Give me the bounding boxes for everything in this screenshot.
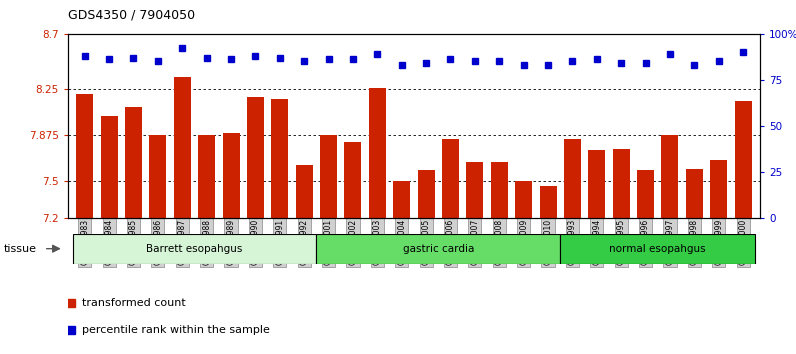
- Bar: [466, 162, 483, 218]
- Bar: [174, 76, 191, 218]
- Bar: [637, 170, 654, 218]
- Bar: [613, 149, 630, 218]
- Bar: [588, 150, 605, 218]
- FancyBboxPatch shape: [316, 234, 560, 264]
- Bar: [490, 162, 508, 218]
- Bar: [247, 97, 264, 218]
- Text: GDS4350 / 7904050: GDS4350 / 7904050: [68, 9, 195, 22]
- Text: gastric cardia: gastric cardia: [403, 244, 474, 254]
- Bar: [125, 107, 142, 218]
- Bar: [345, 142, 361, 218]
- Bar: [198, 136, 215, 218]
- Bar: [661, 136, 678, 218]
- Bar: [735, 101, 751, 218]
- Bar: [100, 116, 118, 218]
- FancyBboxPatch shape: [560, 234, 755, 264]
- Bar: [150, 136, 166, 218]
- Bar: [564, 139, 581, 218]
- Text: transformed count: transformed count: [81, 298, 185, 308]
- Bar: [515, 181, 533, 218]
- Bar: [320, 136, 338, 218]
- Bar: [271, 99, 288, 218]
- Bar: [295, 165, 313, 218]
- Bar: [442, 139, 459, 218]
- Bar: [686, 169, 703, 218]
- Bar: [540, 186, 556, 218]
- Bar: [76, 94, 93, 218]
- Text: normal esopahgus: normal esopahgus: [610, 244, 706, 254]
- Bar: [223, 133, 240, 218]
- Text: Barrett esopahgus: Barrett esopahgus: [146, 244, 243, 254]
- Text: percentile rank within the sample: percentile rank within the sample: [81, 325, 269, 335]
- Bar: [393, 181, 410, 218]
- Bar: [710, 160, 728, 218]
- Text: tissue: tissue: [4, 244, 37, 254]
- Bar: [418, 170, 435, 218]
- FancyBboxPatch shape: [72, 234, 316, 264]
- Bar: [369, 88, 386, 218]
